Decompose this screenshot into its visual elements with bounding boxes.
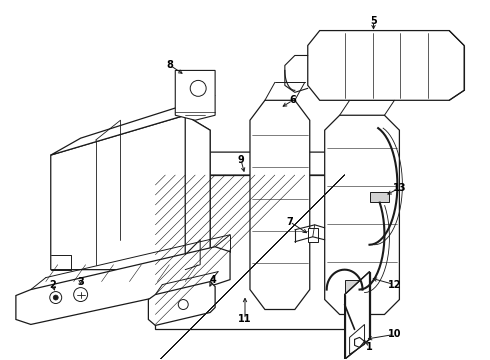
Text: 7: 7 [287,217,293,227]
Text: 10: 10 [388,329,401,339]
Text: 12: 12 [388,280,401,289]
Text: 5: 5 [370,15,377,26]
Circle shape [74,288,88,302]
Polygon shape [185,115,210,270]
Text: 13: 13 [392,183,406,193]
Polygon shape [308,31,464,100]
Polygon shape [155,175,344,329]
Polygon shape [51,95,215,155]
Polygon shape [51,115,210,270]
Text: 3: 3 [77,276,84,287]
Polygon shape [308,228,318,242]
Polygon shape [344,280,368,292]
Text: 11: 11 [238,314,252,324]
Polygon shape [155,152,369,175]
Polygon shape [250,100,310,310]
Polygon shape [344,152,369,329]
Polygon shape [16,247,230,324]
Polygon shape [148,282,215,325]
Polygon shape [175,71,215,120]
Text: 4: 4 [210,275,217,285]
Polygon shape [349,324,365,354]
Polygon shape [344,272,369,359]
Polygon shape [369,192,390,202]
Text: 8: 8 [167,60,174,71]
Circle shape [53,295,58,300]
Circle shape [178,300,188,310]
Text: 9: 9 [238,155,245,165]
Text: 6: 6 [290,95,296,105]
Circle shape [50,292,62,303]
Text: 1: 1 [366,342,373,352]
Circle shape [190,80,206,96]
Text: 2: 2 [49,280,56,289]
Polygon shape [325,115,399,315]
